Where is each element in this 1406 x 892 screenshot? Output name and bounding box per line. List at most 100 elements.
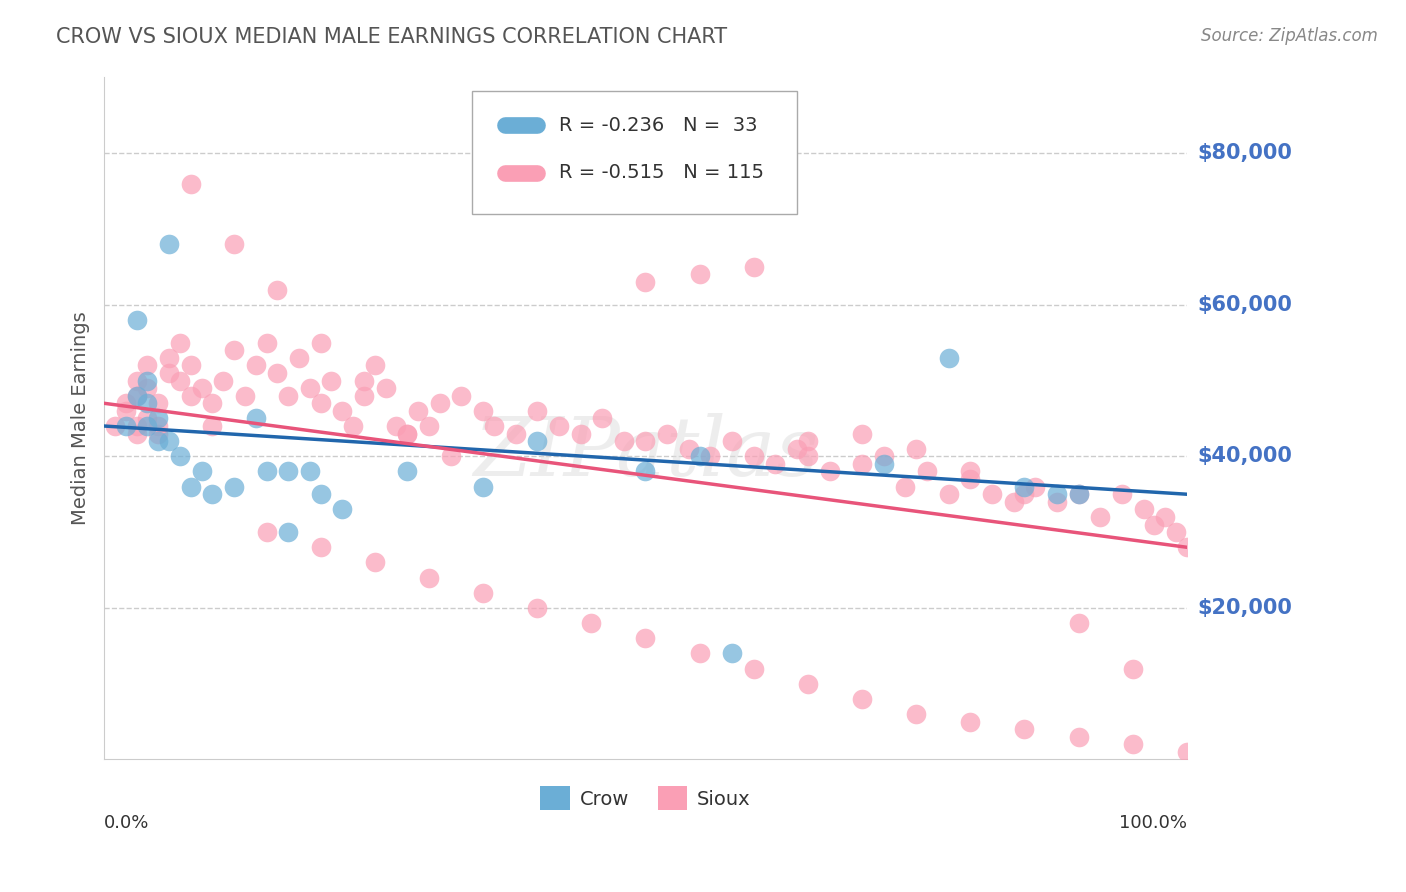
Point: [1122, 661, 1144, 675]
Point: [526, 434, 548, 449]
Point: [148, 426, 170, 441]
Point: [1132, 502, 1154, 516]
Point: [157, 237, 180, 252]
Point: [396, 426, 419, 441]
Point: [406, 404, 429, 418]
Point: [212, 374, 235, 388]
Point: [526, 404, 548, 418]
Point: [472, 586, 495, 600]
Point: [201, 396, 224, 410]
Point: [742, 260, 765, 274]
Point: [1067, 730, 1090, 744]
Point: [1067, 615, 1090, 630]
Point: [190, 465, 212, 479]
Point: [894, 480, 917, 494]
Point: [385, 419, 408, 434]
Text: $60,000: $60,000: [1198, 294, 1292, 315]
Point: [472, 480, 495, 494]
Point: [169, 335, 191, 350]
Point: [180, 177, 202, 191]
Point: [678, 442, 700, 456]
Point: [429, 396, 451, 410]
Point: [180, 359, 202, 373]
Point: [1014, 480, 1036, 494]
Point: [418, 571, 440, 585]
Point: [472, 404, 495, 418]
Text: R = -0.236   N =  33: R = -0.236 N = 33: [558, 116, 758, 135]
Point: [569, 426, 592, 441]
Text: $80,000: $80,000: [1198, 144, 1292, 163]
Point: [353, 389, 375, 403]
Point: [851, 691, 873, 706]
Point: [201, 419, 224, 434]
FancyBboxPatch shape: [472, 91, 797, 214]
Point: [169, 450, 191, 464]
Point: [180, 389, 202, 403]
Point: [980, 487, 1002, 501]
Point: [797, 450, 820, 464]
Point: [482, 419, 505, 434]
Point: [1088, 510, 1111, 524]
Point: [396, 426, 419, 441]
Point: [222, 343, 245, 358]
Point: [245, 359, 267, 373]
Point: [1111, 487, 1133, 501]
Point: [742, 450, 765, 464]
Point: [905, 706, 928, 721]
Point: [364, 359, 387, 373]
Point: [277, 465, 299, 479]
Point: [374, 381, 396, 395]
Point: [125, 389, 148, 403]
Point: [125, 389, 148, 403]
Point: [655, 426, 678, 441]
Point: [266, 366, 288, 380]
Y-axis label: Median Male Earnings: Median Male Earnings: [72, 311, 90, 525]
Point: [634, 631, 657, 645]
Point: [157, 351, 180, 365]
Point: [288, 351, 311, 365]
Point: [277, 525, 299, 540]
Point: [613, 434, 636, 449]
Point: [818, 465, 841, 479]
Point: [763, 457, 786, 471]
Point: [309, 335, 332, 350]
Point: [256, 465, 278, 479]
Text: $40,000: $40,000: [1198, 446, 1292, 467]
Text: Source: ZipAtlas.com: Source: ZipAtlas.com: [1201, 27, 1378, 45]
Point: [450, 389, 472, 403]
Point: [180, 480, 202, 494]
Point: [959, 714, 981, 729]
Point: [321, 374, 343, 388]
Point: [905, 442, 928, 456]
Point: [342, 419, 364, 434]
Point: [201, 487, 224, 501]
Point: [298, 381, 321, 395]
Point: [169, 374, 191, 388]
Point: [699, 450, 721, 464]
Point: [1014, 487, 1036, 501]
Text: 0.0%: 0.0%: [104, 814, 149, 832]
Point: [148, 434, 170, 449]
Text: ZIPatlas: ZIPatlas: [472, 412, 818, 492]
Point: [1046, 495, 1069, 509]
Point: [439, 450, 461, 464]
Point: [125, 313, 148, 327]
Point: [1002, 495, 1025, 509]
Point: [136, 374, 159, 388]
Point: [148, 411, 170, 425]
Text: CROW VS SIOUX MEDIAN MALE EARNINGS CORRELATION CHART: CROW VS SIOUX MEDIAN MALE EARNINGS CORRE…: [56, 27, 727, 46]
Point: [233, 389, 256, 403]
Point: [938, 351, 960, 365]
Point: [1024, 480, 1046, 494]
Point: [1164, 525, 1187, 540]
Point: [581, 615, 603, 630]
Point: [547, 419, 569, 434]
Point: [157, 366, 180, 380]
Point: [634, 465, 657, 479]
Point: [266, 283, 288, 297]
Point: [1014, 722, 1036, 736]
Point: [114, 404, 136, 418]
Point: [505, 426, 527, 441]
Point: [1154, 510, 1177, 524]
Legend: Crow, Sioux: Crow, Sioux: [533, 779, 758, 818]
